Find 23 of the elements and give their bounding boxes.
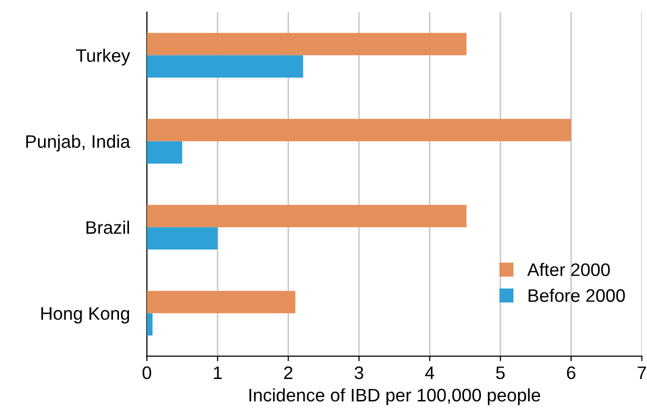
bar (146, 313, 153, 336)
legend-label: After 2000 (527, 262, 610, 276)
bar (146, 118, 572, 142)
bar (146, 55, 304, 78)
bar (146, 204, 466, 228)
x-tick-label: 3 (354, 366, 364, 380)
x-tick-label: 1 (214, 366, 222, 379)
x-tick-label: 0 (142, 366, 152, 380)
x-tick-label: 4 (425, 366, 434, 379)
x-tick-label: 7 (638, 366, 646, 379)
y-tick-label: Turkey (76, 48, 130, 66)
x-tick-label: 5 (496, 366, 505, 380)
bar (146, 141, 182, 164)
legend-label: Before 2000 (528, 288, 625, 302)
y-tick-label: Punjab, India (26, 134, 130, 152)
y-tick-label: Brazil (86, 220, 129, 234)
bar (146, 32, 466, 56)
bar (146, 227, 218, 250)
bar (146, 290, 296, 314)
y-tick-label: Hong Kong (41, 307, 130, 324)
x-tick-label: 6 (567, 366, 576, 380)
x-axis-title: Incidence of IBD per 100,000 people (249, 388, 540, 406)
x-tick-label: 2 (284, 366, 292, 379)
